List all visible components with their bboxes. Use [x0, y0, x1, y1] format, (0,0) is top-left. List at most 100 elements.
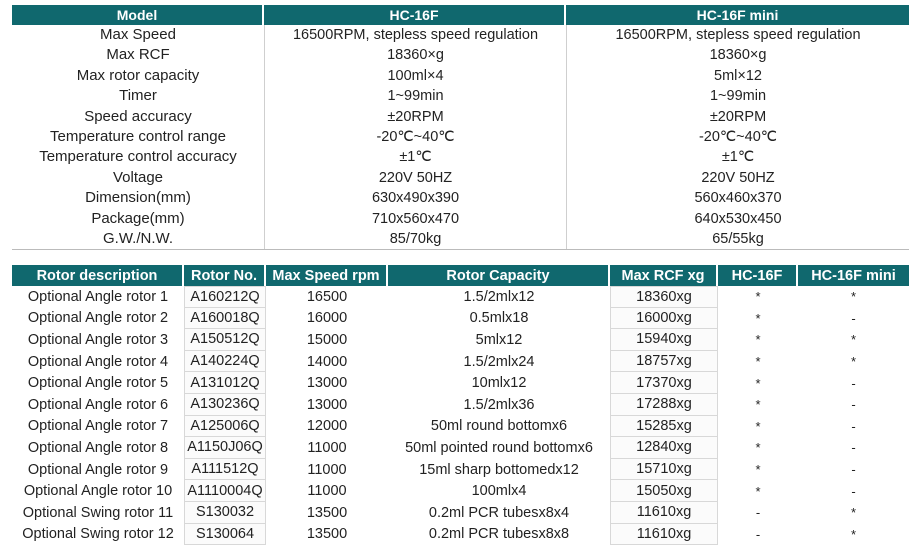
rotor-hc16f-mini-compat: - [851, 418, 856, 434]
spec-label: Dimension(mm) [85, 189, 191, 207]
rotor-capacity: 50ml round bottomx6 [430, 418, 568, 435]
table-row: Optional Angle rotor 10 A1110004Q 11000 100… [12, 480, 909, 502]
spec-table: Model HC-16F HC-16F mini Max Speed Max R… [12, 5, 909, 251]
table-row: Optional Angle rotor 5 A131012Q 13000 10mlx… [12, 372, 909, 394]
rotor-max-rcf: 16000xg [610, 307, 718, 330]
rotor-number: A160018Q [184, 307, 266, 330]
spec-header-hc16f: HC-16F [264, 5, 566, 25]
rotor-hc16f-mini-compat: * [850, 526, 857, 542]
rotor-description: Optional Angle rotor 7 [27, 418, 169, 435]
spec-hc16f-mini-value: 560x460x370 [694, 190, 782, 207]
rotor-number: A1110004Q [184, 480, 266, 502]
rotor-capacity: 50ml pointed round bottomx6 [405, 439, 593, 456]
rotor-max-speed: 16000 [306, 310, 348, 327]
table-row: Optional Angle rotor 4 A140224Q 14000 1.5/2… [12, 350, 909, 373]
rotor-hc16f-mini-compat: * [850, 354, 857, 370]
rotor-description: Optional Angle rotor 4 [27, 353, 169, 370]
spec-hc16f-mini-value: 65/55kg [712, 230, 764, 247]
table-row: Optional Angle rotor 2 A160018Q 16000 0.5ml… [12, 307, 909, 330]
rotor-description: Optional Swing rotor 11 [22, 504, 174, 521]
rotor-max-rcf: 17370xg [610, 372, 718, 394]
rotor-table-header: Rotor description Rotor No. Max Speed rp… [12, 265, 909, 286]
rotor-number: A160212Q [184, 286, 266, 308]
rotor-hc16f-compat: * [755, 354, 761, 370]
rotor-capacity: 0.2ml PCR tubesx8x8 [428, 526, 570, 543]
rotor-max-rcf: 15050xg [610, 480, 718, 502]
rotor-hc16f-compat: * [755, 397, 761, 413]
spec-hc16f-mini-value: -20℃~40℃ [698, 128, 778, 145]
spec-table-body: Max Speed Max RCF Max rotor capacity Tim… [12, 25, 909, 251]
rotor-max-speed: 13500 [306, 504, 348, 521]
rotor-capacity: 5mlx12 [475, 331, 523, 348]
rotor-description: Optional Swing rotor 12 [22, 526, 174, 543]
spec-hc16f-value: -20℃~40℃ [376, 128, 455, 145]
rotor-capacity: 1.5/2mlx36 [463, 396, 535, 413]
spec-hc16f-value: 220V 50HZ [378, 169, 453, 186]
rotor-max-rcf: 15940xg [610, 329, 718, 351]
table-row: Optional Angle rotor 8 A1150J06Q 11000 50ml… [12, 437, 909, 459]
rotor-header-hc16f: HC-16F [718, 265, 798, 286]
rotor-hc16f-mini-compat: - [851, 310, 856, 326]
rotor-capacity: 15ml sharp bottomedx12 [419, 461, 579, 478]
rotor-max-rcf: 15710xg [610, 458, 718, 481]
rotor-hc16f-mini-compat: * [850, 332, 857, 348]
spec-hc16f-value: 18360×g [387, 47, 444, 64]
spec-hc16f-mini-value: ±1℃ [721, 149, 755, 166]
spec-hc16f-mini-value: 220V 50HZ [701, 169, 775, 186]
spec-hc16f-mini-column: 16500RPM, stepless speed regulation 1836… [566, 25, 909, 250]
rotor-max-speed: 14000 [306, 353, 348, 370]
rotor-hc16f-mini-compat: - [851, 483, 856, 499]
spec-header-model: Model [12, 5, 264, 25]
spec-hc16f-value: 1~99min [387, 88, 444, 105]
rotor-hc16f-compat: * [755, 310, 761, 326]
spec-hc16f-mini-value: 16500RPM, stepless speed regulation [615, 27, 861, 43]
table-row: Optional Angle rotor 7 A125006Q 12000 50ml … [12, 415, 909, 438]
rotor-max-speed: 13500 [306, 526, 348, 543]
table-row: Optional Angle rotor 9 A111512Q 11000 15ml … [12, 458, 909, 481]
rotor-table-body: Optional Angle rotor 1 A160212Q 16500 1.5/2… [12, 286, 909, 546]
rotor-hc16f-mini-compat: * [850, 289, 857, 305]
rotor-max-speed: 11000 [307, 461, 347, 478]
rotor-max-speed: 11000 [307, 439, 347, 456]
rotor-header-capacity: Rotor Capacity [388, 265, 610, 286]
table-row: Optional Swing rotor 11 S130032 13500 0.2ml… [12, 501, 909, 524]
rotor-max-rcf: 11610xg [610, 523, 718, 546]
rotor-description: Optional Angle rotor 10 [23, 483, 173, 500]
rotor-number: A131012Q [184, 372, 266, 394]
rotor-max-rcf: 15285xg [610, 415, 718, 438]
rotor-max-speed: 12000 [306, 418, 348, 435]
spec-hc16f-value: 630x490x390 [371, 190, 460, 207]
spec-label: Max rotor capacity [76, 66, 200, 84]
rotor-table: Rotor description Rotor No. Max Speed rp… [12, 265, 909, 546]
rotor-header-max-rcf: Max RCF xg [610, 265, 718, 286]
rotor-max-speed: 11000 [307, 483, 347, 500]
rotor-description: Optional Angle rotor 2 [27, 310, 169, 327]
spec-label: G.W./N.W. [103, 229, 173, 247]
spec-hc16f-mini-value: 18360×g [709, 47, 767, 64]
spec-label: Package(mm) [91, 209, 185, 227]
rotor-description: Optional Angle rotor 1 [27, 288, 169, 305]
spec-header-hc16f-mini: HC-16F mini [696, 7, 779, 23]
spec-hc16f-mini-value: ±20RPM [709, 108, 767, 125]
rotor-number: A1150J06Q [184, 437, 266, 459]
table-row: Optional Swing rotor 12 S130064 13500 0.2ml… [12, 523, 909, 546]
table-row: Optional Angle rotor 1 A160212Q 16500 1.5/2… [12, 286, 909, 308]
rotor-max-speed: 13000 [306, 396, 348, 413]
rotor-capacity: 1.5/2mlx24 [463, 353, 535, 370]
rotor-hc16f-compat: * [755, 440, 761, 456]
rotor-hc16f-compat: - [755, 526, 761, 542]
rotor-capacity: 1.5/2mlx12 [463, 288, 535, 305]
rotor-number: A130236Q [184, 393, 266, 416]
rotor-number: S130064 [184, 523, 266, 546]
rotor-hc16f-mini-compat: - [851, 397, 856, 413]
rotor-description: Optional Angle rotor 5 [27, 375, 169, 392]
rotor-description: Optional Angle rotor 8 [27, 439, 169, 456]
spec-hc16f-value: 85/70kg [389, 230, 442, 247]
rotor-number: A150512Q [184, 329, 266, 351]
rotor-capacity: 10mlx12 [471, 375, 527, 392]
rotor-number: A125006Q [184, 415, 266, 438]
spec-label: Temperature control accuracy [39, 148, 237, 166]
spec-label: Voltage [112, 168, 164, 186]
rotor-hc16f-compat: * [755, 483, 761, 499]
spec-hc16f-value: ±20RPM [387, 108, 444, 125]
